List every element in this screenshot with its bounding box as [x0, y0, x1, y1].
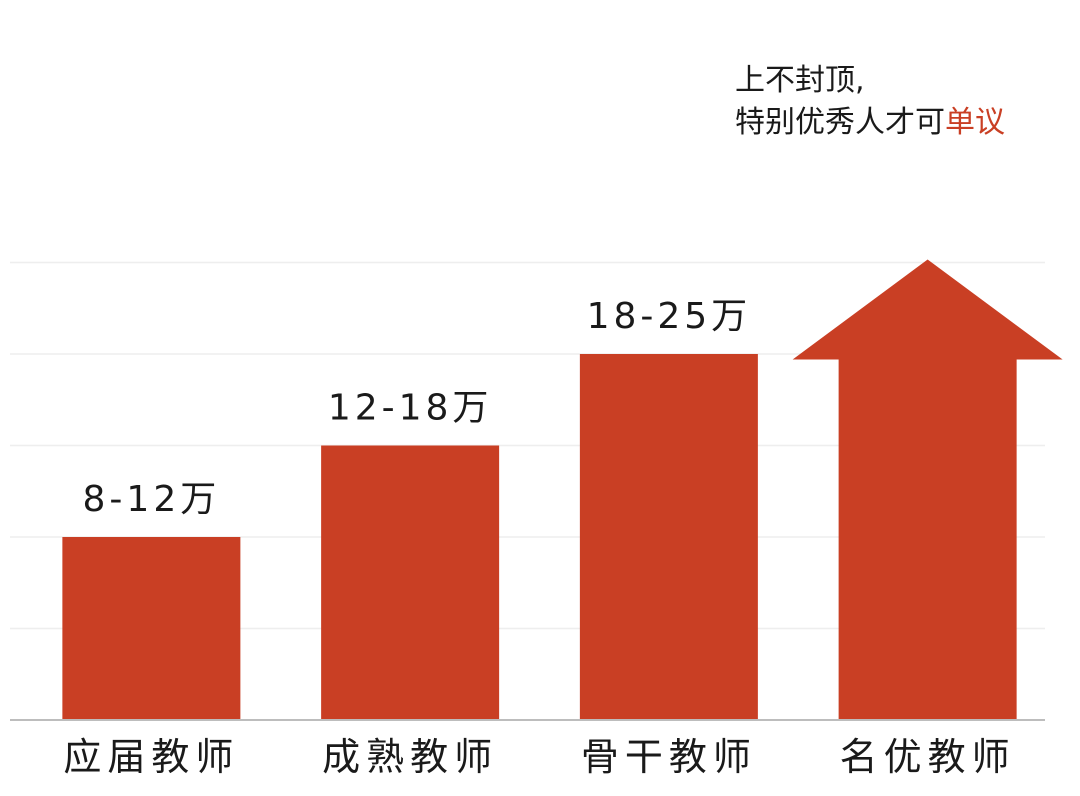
- category-label: 名优教师: [840, 735, 1016, 779]
- bar: [321, 445, 500, 720]
- category-label: 成熟教师: [322, 735, 498, 779]
- value-label: 8-12万: [83, 479, 221, 520]
- value-label: 12-18万: [328, 388, 493, 429]
- category-label: 应届教师: [63, 735, 239, 779]
- bar: [579, 354, 758, 720]
- value-labels: 8-12万 12-18万 18-25万: [83, 296, 752, 520]
- value-label: 18-25万: [587, 296, 752, 337]
- category-label: 骨干教师: [581, 735, 757, 779]
- annotation-line-2: 特别优秀人才可单议: [735, 105, 1005, 140]
- bars: [62, 259, 1063, 720]
- bar-arrow: [792, 259, 1063, 720]
- category-labels: 应届教师 成熟教师 骨干教师 名优教师: [63, 735, 1016, 779]
- bar: [62, 537, 241, 720]
- annotation-note: 上不封顶, 特别优秀人才可单议: [735, 63, 1005, 140]
- annotation-line-2-prefix: 特别优秀人才可: [735, 105, 945, 140]
- annotation-highlight: 单议: [945, 105, 1005, 140]
- annotation-line-1: 上不封顶,: [735, 63, 865, 98]
